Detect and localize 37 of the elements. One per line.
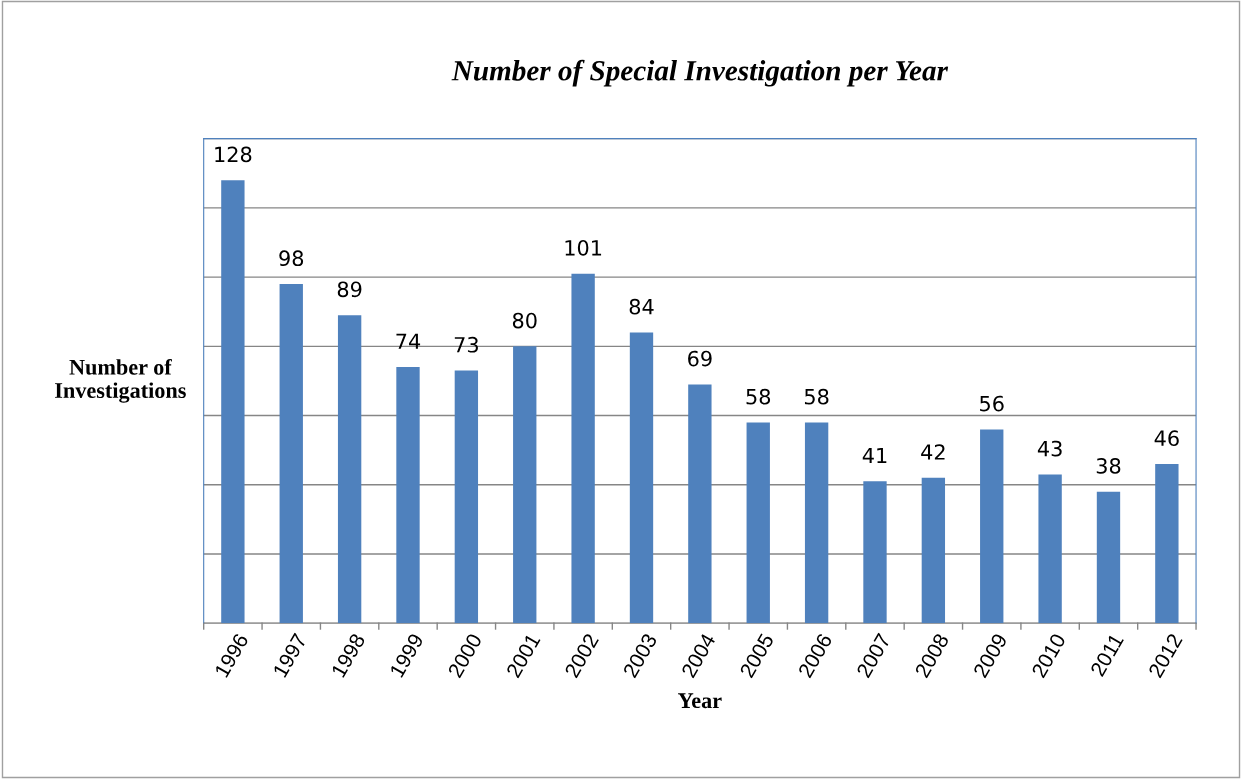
data-label: 73 [454,336,478,353]
bar [279,284,303,624]
data-label: 58 [804,388,829,405]
data-label: 98 [279,250,304,267]
data-label: 80 [512,312,537,329]
bar [337,315,362,624]
data-label: 56 [980,395,1004,412]
bar [1155,463,1179,624]
data-label: 38 [1096,458,1121,474]
data-label: 46 [1154,430,1179,447]
bar [571,273,595,624]
bar [396,367,420,624]
bar [454,370,479,624]
bar [863,481,887,624]
bar [746,422,770,624]
data-label: 74 [396,333,421,349]
bar [980,429,1004,624]
data-label: 128 [215,146,252,163]
data-label: 89 [337,281,362,298]
data-label: 43 [1037,440,1062,457]
data-label: 69 [688,350,712,367]
bar [1096,491,1121,624]
bar [221,180,245,624]
x-axis-title: Year [678,693,722,709]
data-label: 84 [629,298,654,315]
chart-title: Number of Special Investigation per Year [451,59,949,87]
y-axis-title: Number of Investigations [55,358,186,403]
data-label: 58 [746,388,771,405]
data-label: 42 [921,444,945,460]
bar [1038,474,1062,624]
bar [804,422,829,624]
bar [513,346,537,624]
data-label: 101 [565,239,602,256]
bar [921,477,946,624]
data-label: 41 [862,447,887,464]
bar [688,384,712,624]
bar [629,332,654,624]
